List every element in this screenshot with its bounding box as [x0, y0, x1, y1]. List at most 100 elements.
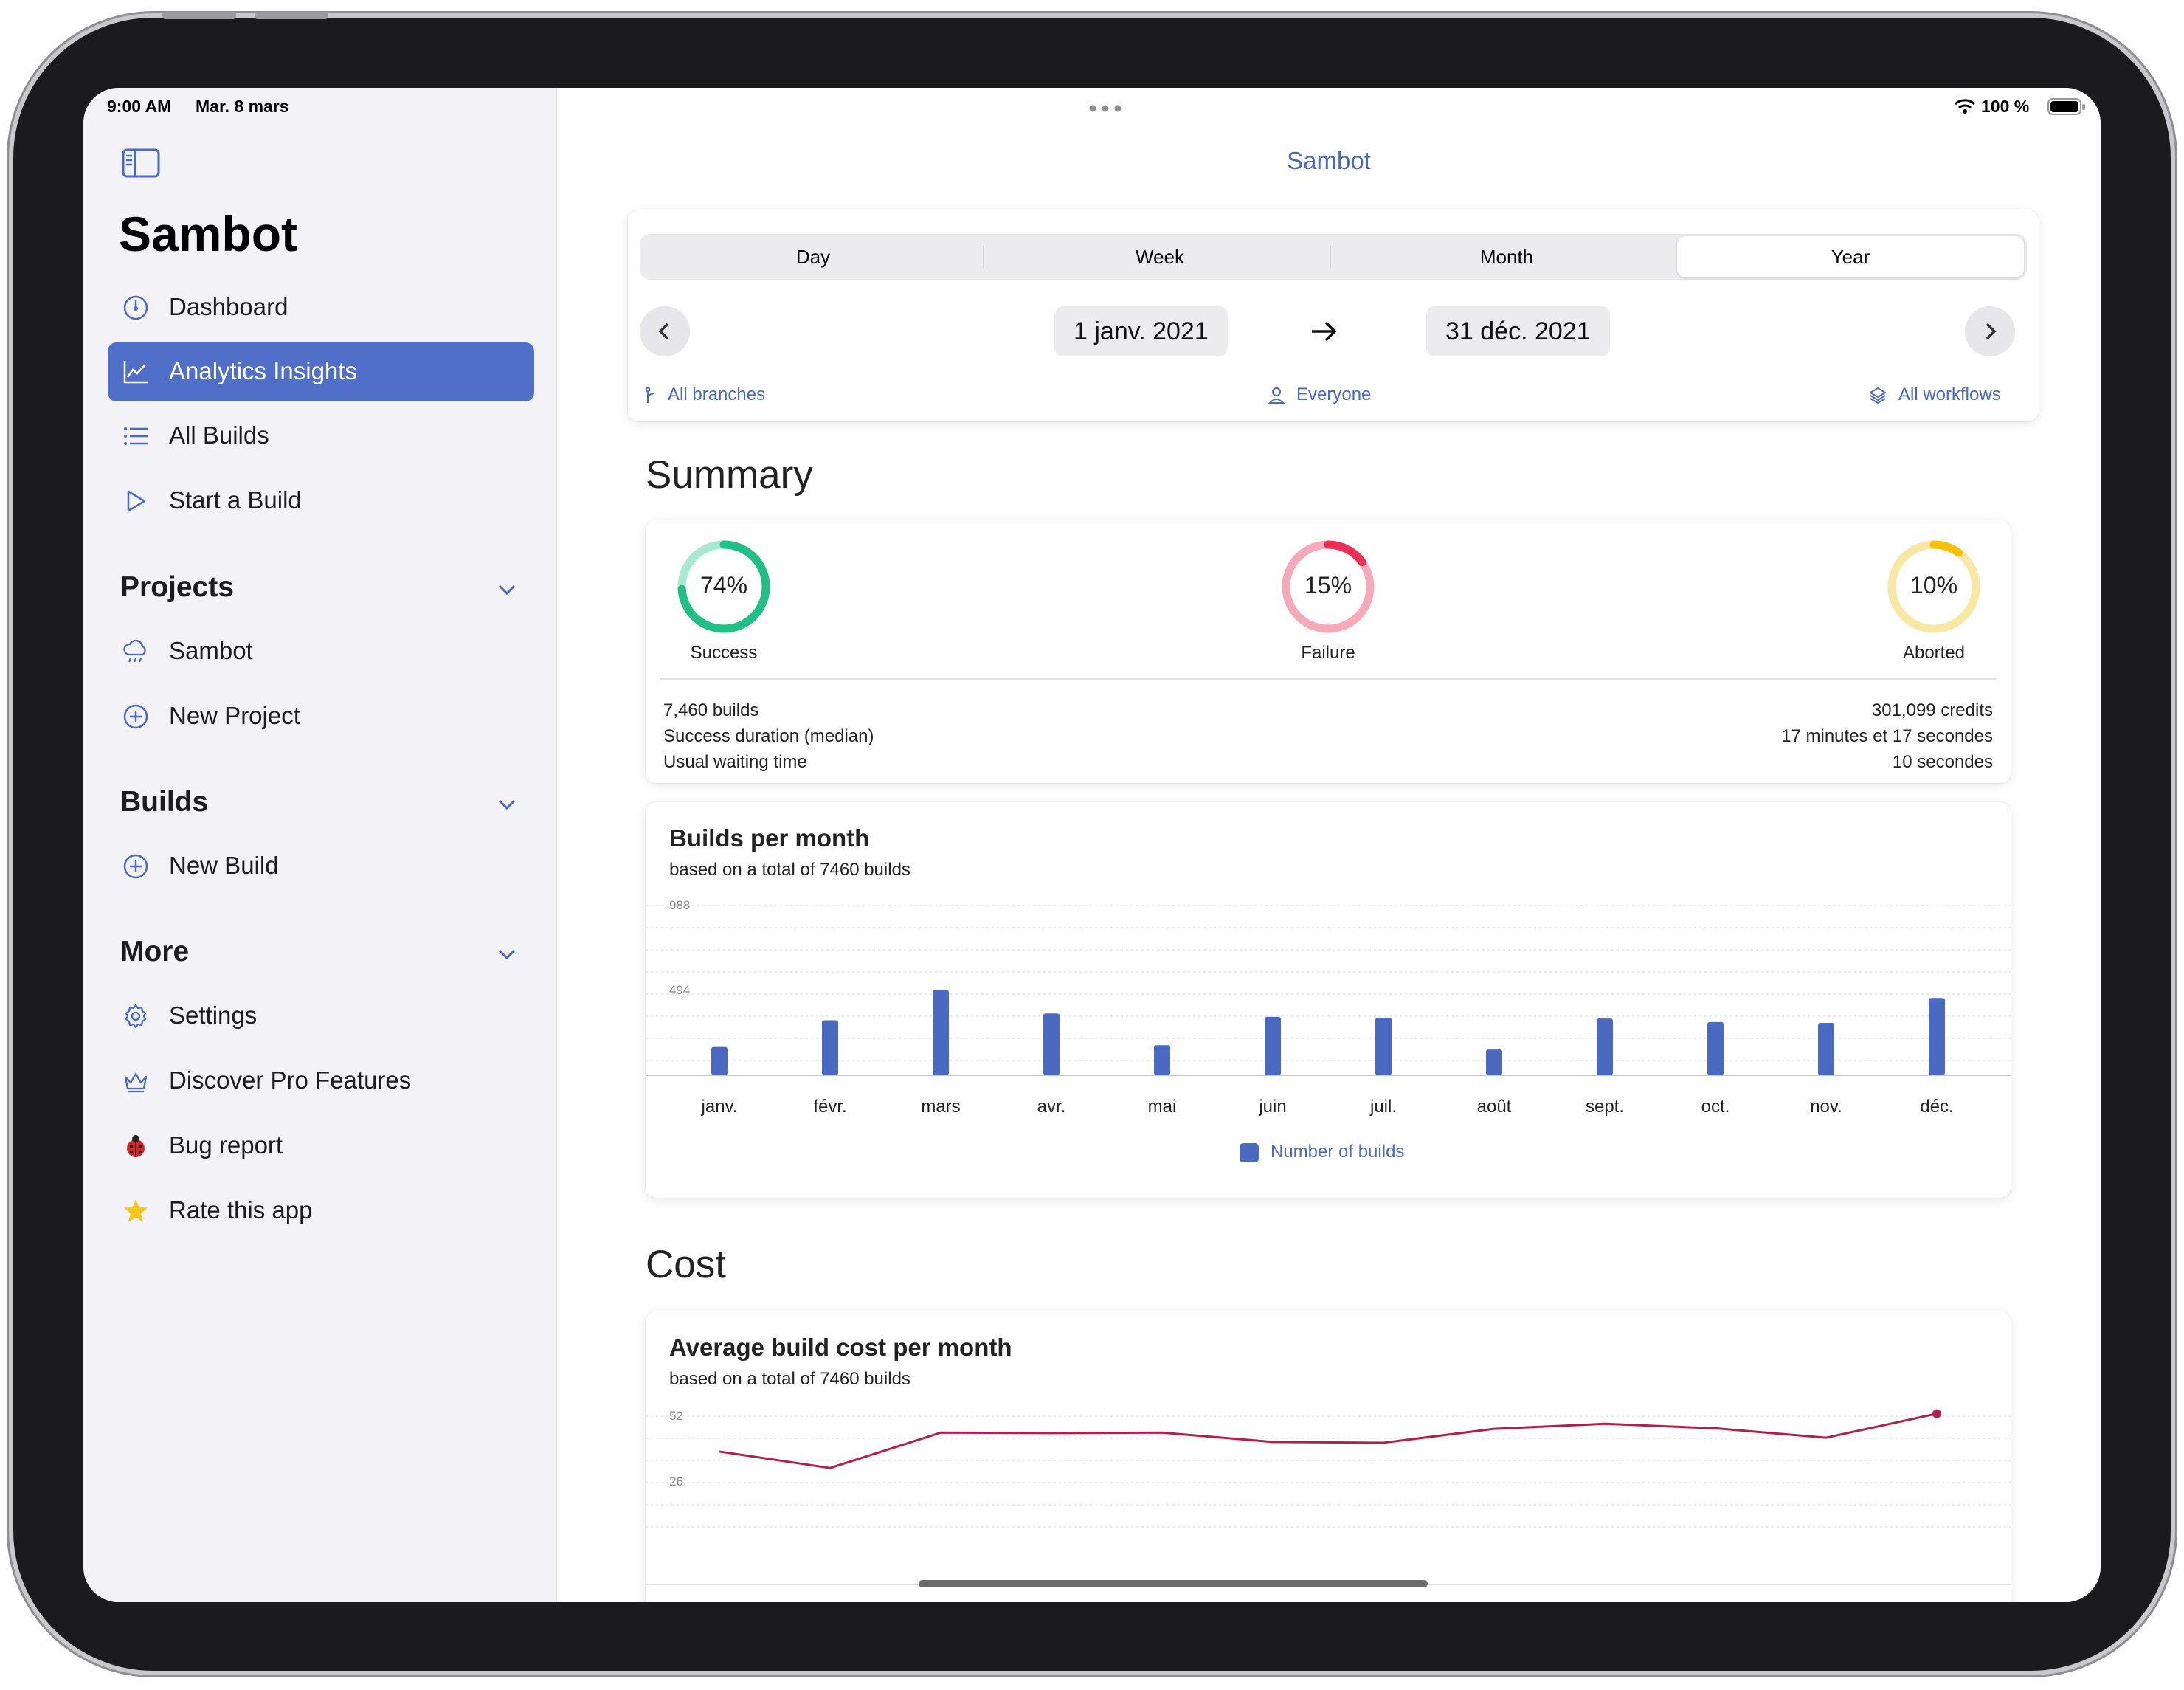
- x-tick-label: mars: [921, 1097, 960, 1117]
- failure-ring: [1282, 540, 1375, 633]
- x-tick-label: avr.: [1037, 1097, 1066, 1117]
- sidebar-item-new-project[interactable]: New Project: [108, 687, 534, 746]
- start-date-button[interactable]: 1 janv. 2021: [1054, 306, 1228, 356]
- ring-progress: [1282, 540, 1375, 633]
- x-tick-label: août: [1477, 1097, 1512, 1117]
- cost-line-chart: 26 52: [646, 1409, 2011, 1585]
- bar-juin: [1265, 1016, 1281, 1075]
- waiting-time-value: 10 secondes: [1892, 752, 1993, 772]
- segment-year[interactable]: Year: [1677, 236, 2024, 277]
- builds-chart-card: Builds per month based on a total of 746…: [646, 802, 2011, 1198]
- sidebar-toggle-icon[interactable]: [122, 148, 160, 178]
- cost-line: [719, 1413, 1938, 1469]
- summary-card: 74% Success 15% Failure 10% Aborted 7,46…: [646, 520, 2011, 783]
- volume-button: [255, 12, 328, 19]
- sidebar-item-label: Bug report: [169, 1131, 283, 1159]
- ring-progress: [1887, 540, 1980, 633]
- chevron-down-icon[interactable]: [495, 793, 519, 816]
- segment-divider: [983, 246, 984, 268]
- success-duration-label: Success duration (median): [663, 726, 874, 746]
- divider: [660, 678, 1996, 680]
- sidebar-item-rate-app[interactable]: Rate this app: [108, 1182, 534, 1241]
- cost-point: [1932, 1409, 1941, 1418]
- plus-circle-icon: [123, 854, 148, 879]
- sidebar-item-dashboard[interactable]: Dashboard: [108, 278, 534, 337]
- home-indicator[interactable]: [919, 1580, 1428, 1587]
- y-tick-label: 52: [669, 1409, 683, 1423]
- legend-swatch: [1240, 1142, 1259, 1162]
- summary-values: 301,099 credits 17 minutes et 17 seconde…: [1781, 697, 1993, 775]
- sidebar-item-label: Start a Build: [169, 486, 302, 514]
- branch-icon: [645, 387, 654, 403]
- gear-icon: [125, 1004, 147, 1029]
- next-period-button[interactable]: [1965, 306, 2015, 356]
- sidebar-item-label: Discover Pro Features: [169, 1066, 412, 1094]
- sidebar-item-label: Rate this app: [169, 1196, 313, 1224]
- star-icon: [124, 1199, 148, 1222]
- ring-progress: [677, 540, 770, 633]
- person-icon: [1268, 387, 1285, 404]
- section-projects-title: Projects: [120, 571, 234, 603]
- success-percent: 74%: [699, 572, 748, 599]
- chevron-left-icon: [658, 323, 669, 340]
- y-tick-label: 988: [669, 898, 690, 912]
- bar-mai: [1154, 1045, 1170, 1075]
- section-more-title: More: [120, 936, 190, 968]
- sidebar-item-all-builds[interactable]: All Builds: [108, 407, 534, 466]
- failure-label: Failure: [1301, 643, 1355, 663]
- segment-month[interactable]: Month: [1479, 246, 1534, 268]
- bar-janv.: [711, 1046, 728, 1075]
- cost-heading: Cost: [646, 1243, 726, 1286]
- chart-line-icon: [123, 361, 148, 384]
- bar-déc.: [1929, 998, 1945, 1075]
- chevron-down-icon[interactable]: [495, 942, 519, 966]
- sidebar-item-start-a-build[interactable]: Start a Build: [108, 472, 534, 531]
- users-filter[interactable]: Everyone: [1268, 384, 1371, 405]
- builds-chart-title: Builds per month: [669, 824, 870, 852]
- segment-week[interactable]: Week: [1136, 246, 1184, 268]
- summary-labels: 7,460 builds Success duration (median) U…: [663, 697, 874, 775]
- sidebar-item-project-sambot[interactable]: Sambot: [108, 622, 534, 681]
- sidebar-item-new-build[interactable]: New Build: [108, 837, 534, 896]
- play-icon: [127, 490, 146, 512]
- bar-juil.: [1375, 1018, 1392, 1075]
- branches-filter[interactable]: All branches: [644, 384, 765, 405]
- x-tick-label: nov.: [1810, 1097, 1842, 1117]
- period-segmented-control: Day Week Month Year: [640, 234, 2027, 280]
- sidebar-item-analytics-insights[interactable]: Analytics Insights: [108, 342, 534, 401]
- success-duration-value: 17 minutes et 17 secondes: [1781, 726, 1993, 746]
- sidebar-item-label: Analytics Insights: [169, 357, 357, 384]
- failure-percent: 15%: [1304, 572, 1352, 599]
- branches-filter-label: All branches: [668, 384, 766, 404]
- volume-button: [162, 12, 236, 19]
- nav-title: Sambot: [1287, 147, 1371, 174]
- x-tick-label: déc.: [1920, 1097, 1953, 1117]
- more-dots-icon[interactable]: [1088, 104, 1122, 113]
- list-icon: [124, 427, 148, 445]
- bar-sept.: [1597, 1018, 1613, 1075]
- workflows-filter[interactable]: All workflows: [1869, 384, 2001, 405]
- waiting-time-label: Usual waiting time: [663, 752, 807, 772]
- x-tick-label: févr.: [813, 1097, 846, 1117]
- status-time: 9:00 AM: [107, 97, 172, 116]
- wifi-icon: [1954, 99, 1976, 114]
- end-date-button[interactable]: 31 déc. 2021: [1426, 306, 1610, 356]
- gauge-icon: [123, 295, 148, 320]
- sidebar-item-bug-report[interactable]: Bug report: [108, 1117, 534, 1176]
- section-builds-title: Builds: [120, 786, 209, 818]
- success-ring: [677, 540, 770, 633]
- cloud-rain-icon: [123, 639, 146, 663]
- bar-nov.: [1818, 1022, 1834, 1075]
- segment-day[interactable]: Day: [795, 246, 831, 268]
- x-tick-label: janv.: [701, 1097, 738, 1117]
- aborted-percent: 10%: [1910, 572, 1958, 599]
- previous-period-button[interactable]: [640, 306, 690, 356]
- crown-icon: [124, 1072, 148, 1093]
- chevron-down-icon[interactable]: [495, 578, 519, 601]
- sidebar-item-label: New Build: [169, 852, 279, 879]
- x-tick-label: oct.: [1701, 1097, 1730, 1117]
- arrow-right-icon: [1312, 321, 1337, 342]
- sidebar-item-discover-pro[interactable]: Discover Pro Features: [108, 1052, 534, 1111]
- period-filter-card: Day Week Month Year 1 janv. 2021 31 déc.…: [628, 210, 2039, 421]
- sidebar-item-settings[interactable]: Settings: [108, 987, 534, 1046]
